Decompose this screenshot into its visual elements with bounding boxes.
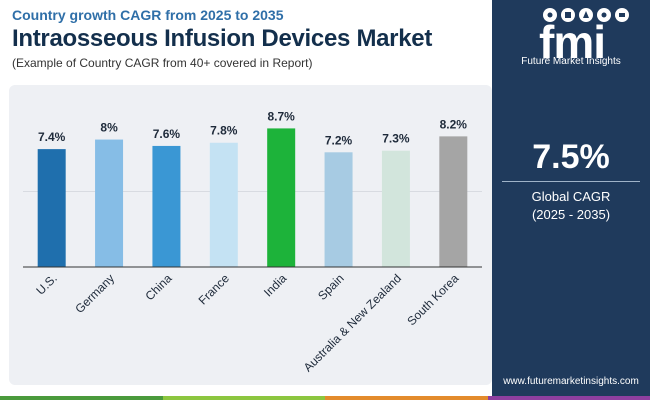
data-label: 7.6% [153,127,181,141]
category-label: China [142,271,174,303]
strip-segment [487,396,650,400]
bar [324,152,353,267]
bar-chart: 7.4% U.S. 8% Germany 7.6% China 7.8% France 8.7%… [23,109,482,375]
global-cagr-label: Global CAGR (2025 - 2035) [492,188,650,224]
website-link[interactable]: www.futuremarketinsights.com [503,376,639,387]
bar [439,136,468,267]
chart-note: (Example of Country CAGR from 40+ covere… [12,56,313,70]
bar [95,139,124,267]
data-label: 8% [100,121,118,135]
cagr-label-text: Global CAGR [531,189,611,204]
svg-text:fmi: fmi [539,16,605,68]
chart-title: Intraosseous Infusion Devices Market [12,25,433,52]
data-label: 7.3% [382,132,410,146]
bottom-color-strip [0,396,650,400]
category-label: South Korea [404,271,461,328]
strip-segment [325,396,488,400]
category-label: Australia & New Zealand [301,271,404,374]
side-panel: fmi Future Market Insights 7.5% Global C… [492,0,650,400]
bar [209,142,238,267]
bar [37,149,66,267]
cagr-divider [502,181,640,182]
strip-segment [162,396,325,400]
fmi-logo-icon: fmi [539,8,629,68]
data-label: 8.2% [440,117,468,131]
bar [267,128,296,267]
chart-panel: 7.4% U.S. 8% Germany 7.6% China 7.8% France 8.7%… [9,85,492,385]
bar [381,150,410,267]
data-label: 8.7% [268,109,296,123]
cagr-period-text: (2025 - 2035) [531,207,611,222]
data-label: 7.8% [210,124,238,138]
brand-name: Future Market Insights [521,56,621,67]
category-label: Spain [315,271,347,303]
chart-subtitle: Country growth CAGR from 2025 to 2035 [12,7,284,23]
data-label: 7.2% [325,133,353,147]
category-label: Germany [72,271,117,316]
strip-segment [0,396,163,400]
global-cagr-value: 7.5% [532,138,610,176]
category-label: U.S. [33,271,59,297]
category-label: India [261,271,290,300]
category-label: France [196,271,233,308]
bar [152,145,181,267]
data-label: 7.4% [38,130,66,144]
header: Country growth CAGR from 2025 to 2035 In… [12,6,482,71]
